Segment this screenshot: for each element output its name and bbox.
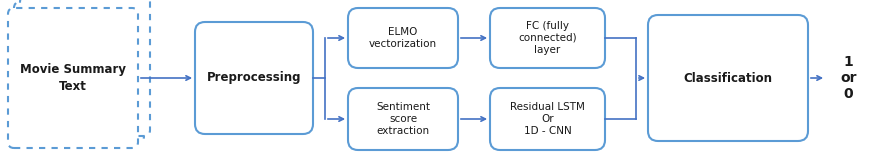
- Text: Preprocessing: Preprocessing: [207, 72, 301, 84]
- FancyBboxPatch shape: [14, 2, 144, 142]
- FancyBboxPatch shape: [348, 88, 458, 150]
- Text: 1
or
0: 1 or 0: [840, 55, 856, 101]
- Text: Residual LSTM
Or
1D - CNN: Residual LSTM Or 1D - CNN: [510, 102, 585, 136]
- FancyBboxPatch shape: [8, 8, 138, 148]
- FancyBboxPatch shape: [20, 0, 150, 136]
- Text: ELMO
vectorization: ELMO vectorization: [369, 27, 437, 49]
- FancyBboxPatch shape: [490, 8, 605, 68]
- FancyBboxPatch shape: [490, 88, 605, 150]
- Text: FC (fully
connected)
layer: FC (fully connected) layer: [518, 21, 576, 55]
- FancyBboxPatch shape: [195, 22, 313, 134]
- Text: Classification: Classification: [684, 72, 773, 84]
- FancyBboxPatch shape: [348, 8, 458, 68]
- Text: Sentiment
score
extraction: Sentiment score extraction: [376, 102, 430, 136]
- Text: Movie Summary
Text: Movie Summary Text: [20, 64, 126, 92]
- FancyBboxPatch shape: [648, 15, 808, 141]
